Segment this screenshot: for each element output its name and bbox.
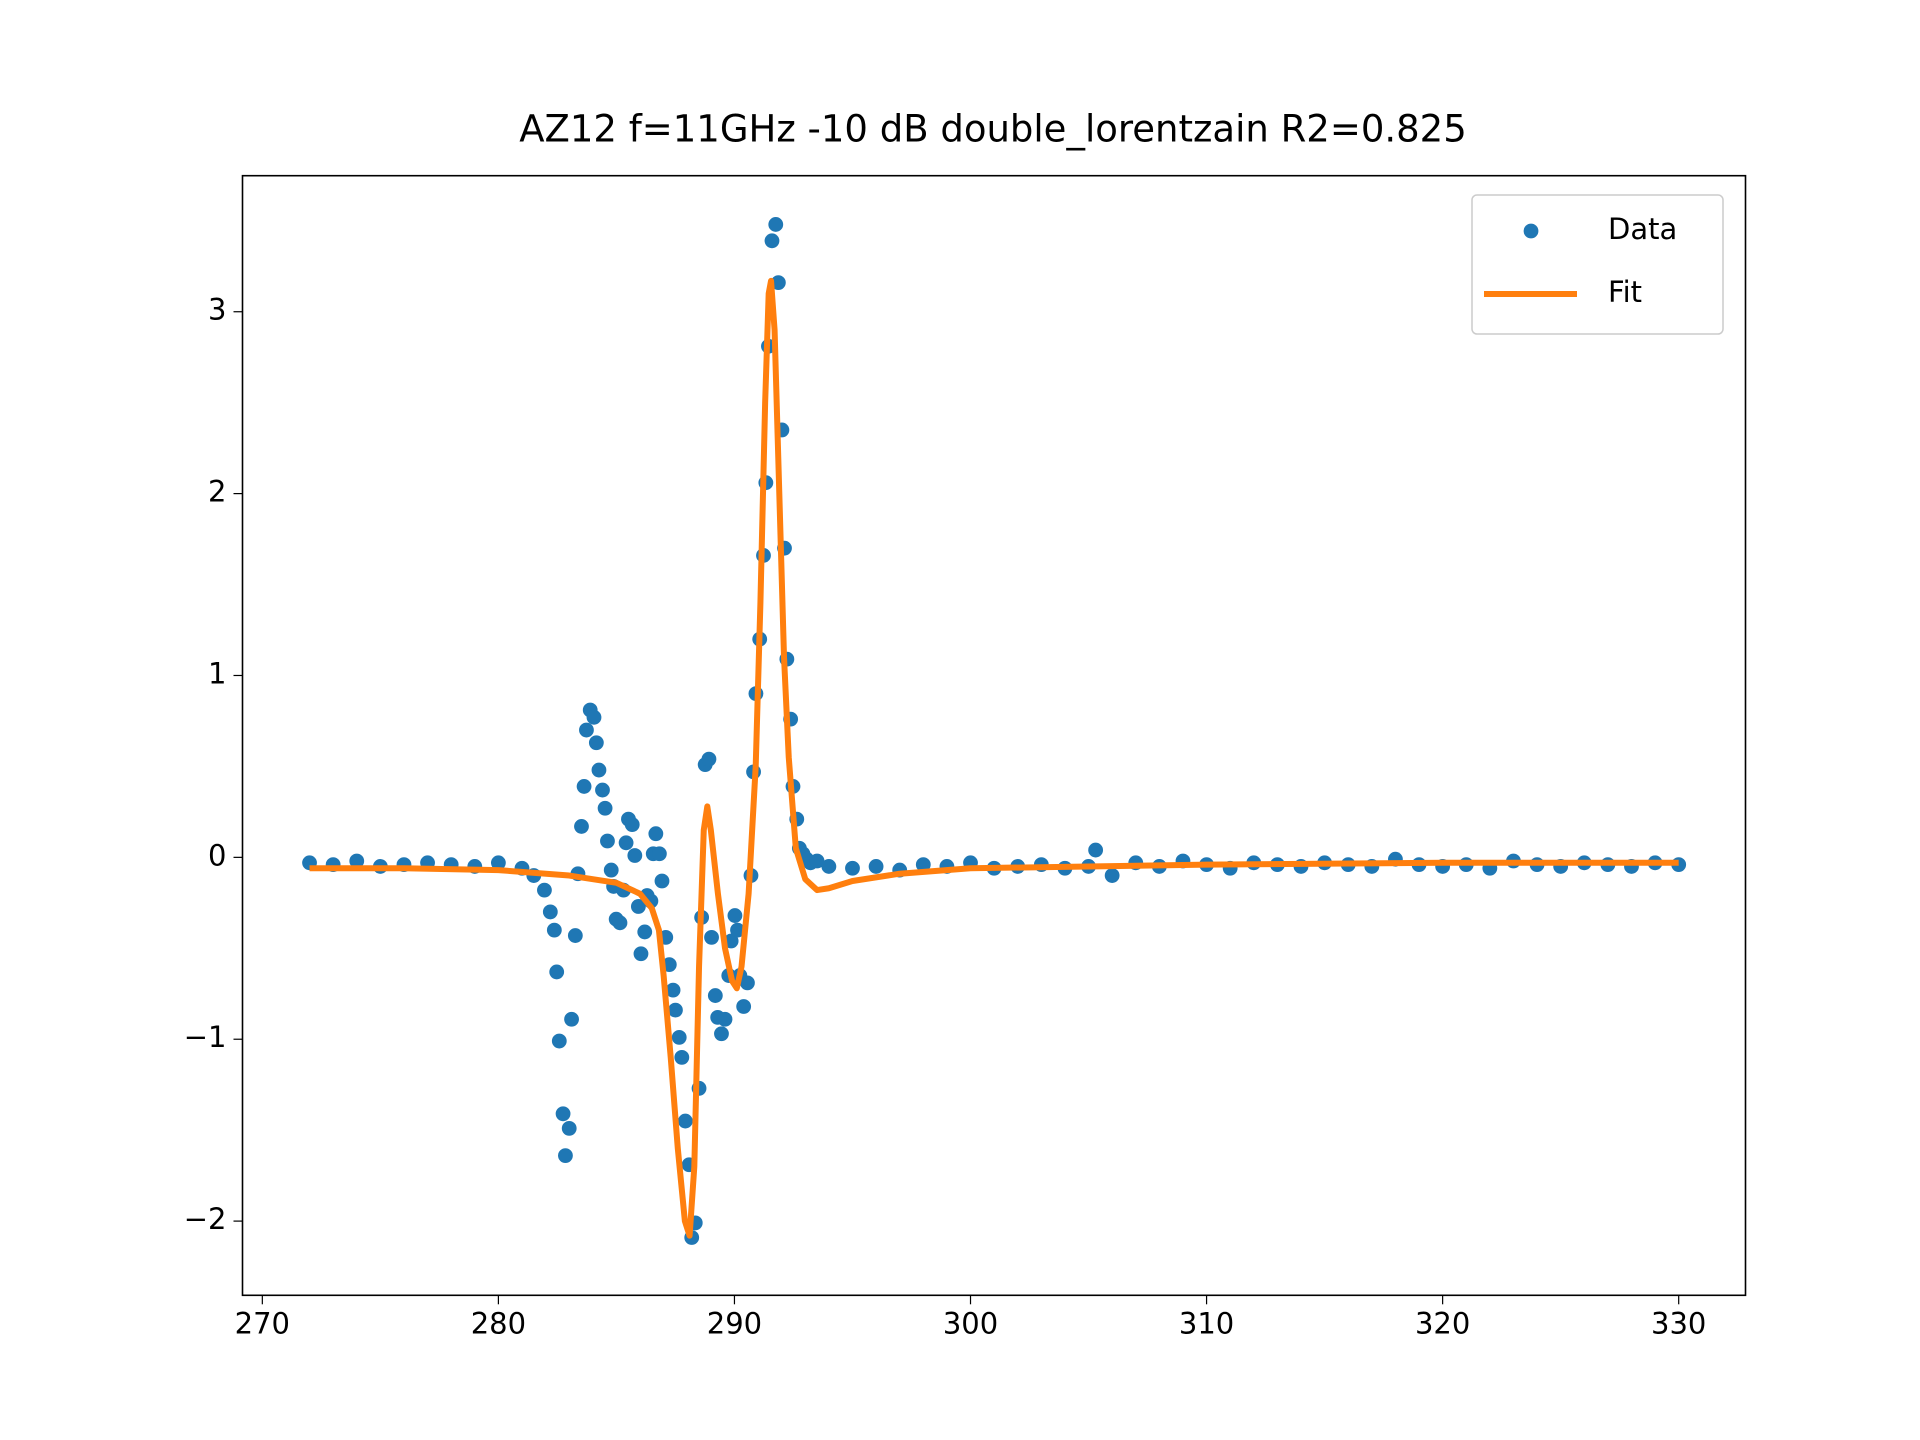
data-point xyxy=(558,1148,573,1164)
data-point xyxy=(597,800,613,816)
x-tick-label: 290 xyxy=(707,1306,762,1340)
data-point xyxy=(717,1011,733,1027)
x-tick-label: 320 xyxy=(1415,1306,1470,1340)
data-point xyxy=(868,859,884,874)
data-point xyxy=(1104,868,1120,883)
data-point xyxy=(633,946,649,962)
x-tick-label: 330 xyxy=(1651,1306,1706,1340)
data-point xyxy=(490,855,506,871)
y-tick-label: 3 xyxy=(208,293,226,327)
data-point xyxy=(677,1113,693,1129)
data-point xyxy=(576,779,592,794)
x-tick-label: 270 xyxy=(235,1306,290,1340)
data-point xyxy=(612,915,628,931)
data-point xyxy=(707,988,723,1003)
data-point xyxy=(588,735,604,751)
y-tick-label: 0 xyxy=(208,838,226,872)
data-point xyxy=(648,826,664,842)
data-point xyxy=(845,860,860,876)
data-point xyxy=(618,835,634,851)
data-point xyxy=(730,922,745,938)
data-point xyxy=(574,819,589,834)
data-point xyxy=(542,904,558,920)
data-point xyxy=(671,1030,687,1045)
legend-marker xyxy=(1523,223,1539,239)
data-point xyxy=(654,873,670,889)
x-tick-label: 310 xyxy=(1179,1306,1234,1340)
data-point xyxy=(551,1033,567,1049)
data-point xyxy=(736,999,752,1014)
y-tick-label: −1 xyxy=(184,1020,227,1054)
data-point xyxy=(630,899,646,914)
data-point xyxy=(579,722,594,738)
data-point xyxy=(821,859,837,874)
data-point xyxy=(727,908,743,923)
data-point xyxy=(624,817,640,833)
data-point xyxy=(704,929,719,945)
chart-title: AZ12 f=11GHz -10 dB double_lorentzain R2… xyxy=(519,108,1467,151)
data-point xyxy=(714,1026,729,1042)
data-point xyxy=(546,922,562,938)
data-point xyxy=(809,853,825,869)
data-point xyxy=(740,975,755,991)
data-point xyxy=(1088,842,1104,858)
data-point xyxy=(637,924,653,940)
data-point xyxy=(674,1050,690,1065)
data-point xyxy=(564,1011,579,1027)
data-point xyxy=(555,1106,571,1122)
data-point xyxy=(701,751,717,767)
data-point xyxy=(651,846,667,862)
data-point xyxy=(549,964,565,980)
x-tick-label: 300 xyxy=(943,1306,998,1340)
data-point xyxy=(668,1002,683,1018)
legend-label: Fit xyxy=(1608,275,1642,309)
x-tick-label: 280 xyxy=(471,1306,526,1340)
data-point xyxy=(595,782,610,798)
data-point xyxy=(768,217,784,232)
data-point xyxy=(665,982,681,998)
data-point xyxy=(586,709,602,725)
y-tick-label: −2 xyxy=(184,1202,227,1236)
data-point xyxy=(627,848,643,863)
data-point xyxy=(603,862,619,878)
fit-line xyxy=(309,277,1679,1239)
data-point xyxy=(591,762,607,778)
data-point xyxy=(764,233,780,249)
axes-frame xyxy=(241,174,1747,1297)
data-point xyxy=(567,928,583,943)
data-point xyxy=(561,1120,577,1136)
legend-box xyxy=(1471,194,1724,335)
data-point xyxy=(537,882,552,898)
y-tick-label: 1 xyxy=(208,656,226,690)
data-point xyxy=(349,853,365,869)
data-point xyxy=(915,857,931,873)
data-point xyxy=(600,833,615,849)
legend-label: Data xyxy=(1608,212,1677,246)
data-point xyxy=(770,275,786,291)
y-tick-label: 2 xyxy=(208,475,226,509)
